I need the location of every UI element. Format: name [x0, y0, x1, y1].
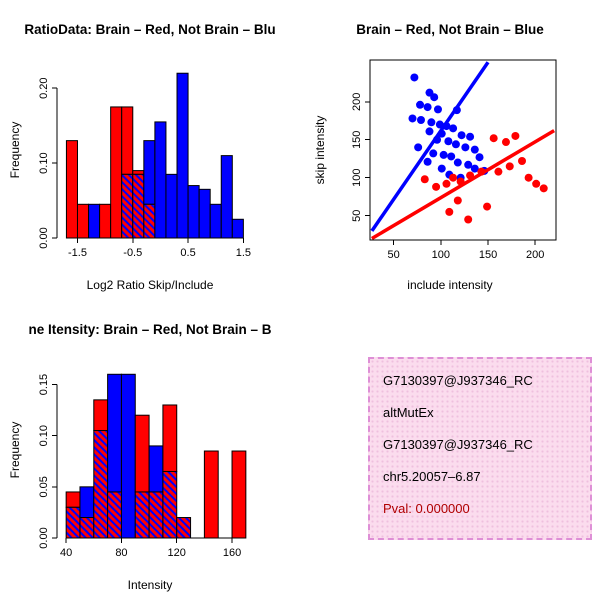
panel-ratio-histogram: 0.00 0.10 0.20 -1.5 -0.5 0.5 1.5 RatioData: Br…	[0, 0, 300, 300]
info-line: G7130397@J937346_RC	[383, 437, 533, 452]
svg-text:0.5: 0.5	[180, 247, 195, 259]
svg-text:50: 50	[351, 210, 363, 222]
ratio-histogram-chart: 0.00 0.10 0.20 -1.5 -0.5 0.5 1.5	[38, 72, 251, 259]
svg-text:0.20: 0.20	[38, 78, 50, 99]
info-line: Pval: 0.000000	[383, 501, 470, 516]
panel-info: G7130397@J937346_RC altMutEx G7130397@J937…	[300, 300, 600, 600]
svg-text:1.5: 1.5	[236, 247, 251, 259]
svg-text:0.15: 0.15	[38, 374, 50, 395]
ratio-hist-xaxis-label: Log2 Ratio Skip/Include	[86, 278, 214, 292]
svg-text:0.00: 0.00	[38, 527, 50, 548]
svg-text:40: 40	[60, 547, 72, 559]
info-box: G7130397@J937346_RC altMutEx G7130397@J937…	[368, 357, 592, 540]
panel-intensity-histogram: 0.00 0.05 0.10 0.15 40 80 120 160 ne Itensity: …	[0, 300, 300, 600]
intensity-histogram-chart: 0.00 0.05 0.10 0.15 40 80 120 160	[38, 373, 247, 559]
svg-text:-1.5: -1.5	[68, 247, 87, 259]
intensity-hist-xaxis-label: Intensity	[127, 578, 173, 592]
scatter-title: Brain – Red, Not Brain – Blue	[356, 22, 544, 37]
svg-text:200: 200	[526, 249, 544, 261]
svg-text:50: 50	[387, 249, 399, 261]
svg-text:0.10: 0.10	[38, 425, 50, 446]
info-line: chr5.20057–6.87	[383, 469, 481, 484]
panel-scatter: 50 100 150 200 50 100 150 200 Brain – Red, Not …	[300, 0, 600, 300]
svg-text:80: 80	[115, 547, 127, 559]
info-line: altMutEx	[383, 405, 434, 420]
intensity-hist-title: ne Itensity: Brain – Red, Not Brain – B	[28, 322, 272, 337]
svg-text:-0.5: -0.5	[123, 247, 142, 259]
ratio-hist-yaxis-label: Frequency	[8, 121, 22, 179]
info-line: G7130397@J937346_RC	[383, 373, 533, 388]
svg-text:150: 150	[351, 131, 363, 149]
intensity-hist-yaxis-label: Frequency	[8, 421, 22, 479]
svg-text:100: 100	[432, 249, 450, 261]
svg-text:200: 200	[351, 93, 363, 111]
svg-text:160: 160	[223, 547, 241, 559]
svg-text:120: 120	[168, 547, 186, 559]
svg-text:0.05: 0.05	[38, 476, 50, 497]
ratio-hist-title: RatioData: Brain – Red, Not Brain – Blu	[24, 22, 276, 37]
svg-text:150: 150	[479, 249, 497, 261]
scatter-xaxis-label: include intensity	[407, 278, 493, 292]
scatter-chart: 50 100 150 200 50 100 150 200	[351, 59, 557, 261]
svg-text:0.00: 0.00	[38, 227, 50, 248]
scatter-yaxis-label: skip intensity	[313, 115, 327, 185]
svg-text:0.10: 0.10	[38, 152, 50, 173]
svg-text:100: 100	[351, 169, 363, 187]
